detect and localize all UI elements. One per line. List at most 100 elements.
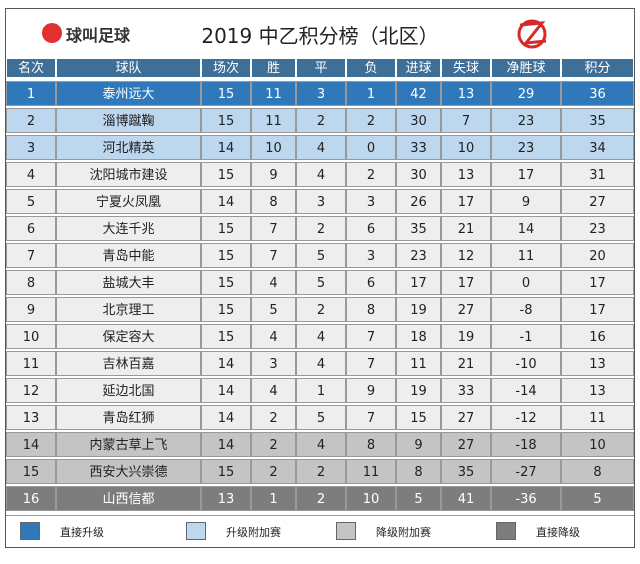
table-row: 5 宁夏火凤凰 14 8 3 3 26 17 9 27 xyxy=(6,188,634,215)
table-cell: 35 xyxy=(441,459,491,484)
column-header: 净胜球 xyxy=(491,58,561,78)
table-cell: 15 xyxy=(201,108,251,133)
table-cell: 3 xyxy=(6,135,56,160)
legend-label: 直接升级 xyxy=(60,526,104,539)
table-cell: -27 xyxy=(491,459,561,484)
table-cell: 42 xyxy=(396,81,441,106)
table-cell: 青岛中能 xyxy=(56,243,201,268)
table-cell: 17 xyxy=(441,189,491,214)
table-cell: -36 xyxy=(491,486,561,511)
table-cell: 15 xyxy=(396,405,441,430)
table-cell: 29 xyxy=(491,81,561,106)
table-cell: 5 xyxy=(296,405,346,430)
table-row: 14 内蒙古草上飞 14 2 4 8 9 27 -18 10 xyxy=(6,431,634,458)
table-cell: 10 xyxy=(346,486,396,511)
table-cell: 6 xyxy=(346,270,396,295)
table-cell: 7 xyxy=(346,351,396,376)
table-cell: 11 xyxy=(396,351,441,376)
table-cell: 5 xyxy=(296,243,346,268)
table-cell: 保定容大 xyxy=(56,324,201,349)
table-cell: 1 xyxy=(346,81,396,106)
table-cell: 35 xyxy=(561,108,634,133)
table-cell: 4 xyxy=(251,324,296,349)
table-cell: 11 xyxy=(491,243,561,268)
table-cell: 14 xyxy=(201,405,251,430)
table-cell: 34 xyxy=(561,135,634,160)
table-cell: 2 xyxy=(346,108,396,133)
table-cell: 沈阳城市建设 xyxy=(56,162,201,187)
table-cell: 2 xyxy=(296,216,346,241)
table-cell: 淄博蹴鞠 xyxy=(56,108,201,133)
table-cell: 8 xyxy=(561,459,634,484)
table-cell: 2 xyxy=(251,432,296,457)
table-cell: 2 xyxy=(296,297,346,322)
table-cell: 14 xyxy=(491,216,561,241)
table-cell: -8 xyxy=(491,297,561,322)
table-cell: 0 xyxy=(491,270,561,295)
table-row: 8 盐城大丰 15 4 5 6 17 17 0 17 xyxy=(6,269,634,296)
table-row: 7 青岛中能 15 7 5 3 23 12 11 20 xyxy=(6,242,634,269)
header: 球叫足球 2019 中乙积分榜（北区） xyxy=(6,9,634,55)
table-cell: 15 xyxy=(201,297,251,322)
header-row: 名次 球队 场次胜平负进球 失球 净胜球 积分 xyxy=(6,57,634,79)
logo-text: 球叫足球 xyxy=(66,26,131,45)
table-cell: 5 xyxy=(6,189,56,214)
table-cell: 9 xyxy=(396,432,441,457)
legend-label: 直接降级 xyxy=(536,526,580,539)
table-cell: 17 xyxy=(561,270,634,295)
table-cell: 14 xyxy=(6,432,56,457)
table-cell: 8 xyxy=(6,270,56,295)
table-cell: 5 xyxy=(296,270,346,295)
table-cell: 2 xyxy=(296,486,346,511)
table-row: 15 西安大兴崇德 15 2 2 11 8 35 -27 8 xyxy=(6,458,634,485)
table-cell: 4 xyxy=(296,432,346,457)
table-cell: 4 xyxy=(251,270,296,295)
table-cell: 5 xyxy=(251,297,296,322)
legend-label: 降级附加赛 xyxy=(376,526,431,539)
table-cell: 17 xyxy=(561,297,634,322)
table-cell: 20 xyxy=(561,243,634,268)
table-cell: 9 xyxy=(346,378,396,403)
table-cell: 3 xyxy=(296,81,346,106)
table-cell: 31 xyxy=(561,162,634,187)
table-cell: 27 xyxy=(441,432,491,457)
table-cell: 15 xyxy=(6,459,56,484)
column-header: 积分 xyxy=(561,58,634,78)
table-cell: 14 xyxy=(201,189,251,214)
table-cell: 7 xyxy=(346,324,396,349)
table-cell: 8 xyxy=(346,432,396,457)
table-cell: 18 xyxy=(396,324,441,349)
table-cell: 河北精英 xyxy=(56,135,201,160)
table-cell: 北京理工 xyxy=(56,297,201,322)
table-cell: 3 xyxy=(346,189,396,214)
legend-swatch xyxy=(20,522,40,540)
table-cell: 内蒙古草上飞 xyxy=(56,432,201,457)
table-cell: 3 xyxy=(251,351,296,376)
table-cell: 4 xyxy=(6,162,56,187)
table-cell: 17 xyxy=(491,162,561,187)
table-cell: 大连千兆 xyxy=(56,216,201,241)
table-cell: 6 xyxy=(346,216,396,241)
legend: 直接升级 升级附加赛 降级附加赛 直接降级 xyxy=(6,515,634,548)
column-header: 平 xyxy=(296,58,346,78)
table-cell: 12 xyxy=(441,243,491,268)
table-cell: 10 xyxy=(441,135,491,160)
table-row: 16 山西信都 13 1 2 10 5 41 -36 5 xyxy=(6,485,634,512)
table-cell: -10 xyxy=(491,351,561,376)
table-cell: 9 xyxy=(251,162,296,187)
table-cell: 14 xyxy=(201,378,251,403)
column-header: 胜 xyxy=(251,58,296,78)
table-cell: 青岛红狮 xyxy=(56,405,201,430)
table-cell: 11 xyxy=(6,351,56,376)
table-cell: 0 xyxy=(346,135,396,160)
table-cell: 13 xyxy=(201,486,251,511)
table-row: 6 大连千兆 15 7 2 6 35 21 14 23 xyxy=(6,215,634,242)
table-cell: 19 xyxy=(396,378,441,403)
table-cell: 10 xyxy=(561,432,634,457)
table-cell: 延边北国 xyxy=(56,378,201,403)
table-row: 4 沈阳城市建设 15 9 4 2 30 13 17 31 xyxy=(6,161,634,188)
table-cell: 26 xyxy=(396,189,441,214)
table-cell: 盐城大丰 xyxy=(56,270,201,295)
table-cell: 14 xyxy=(201,135,251,160)
